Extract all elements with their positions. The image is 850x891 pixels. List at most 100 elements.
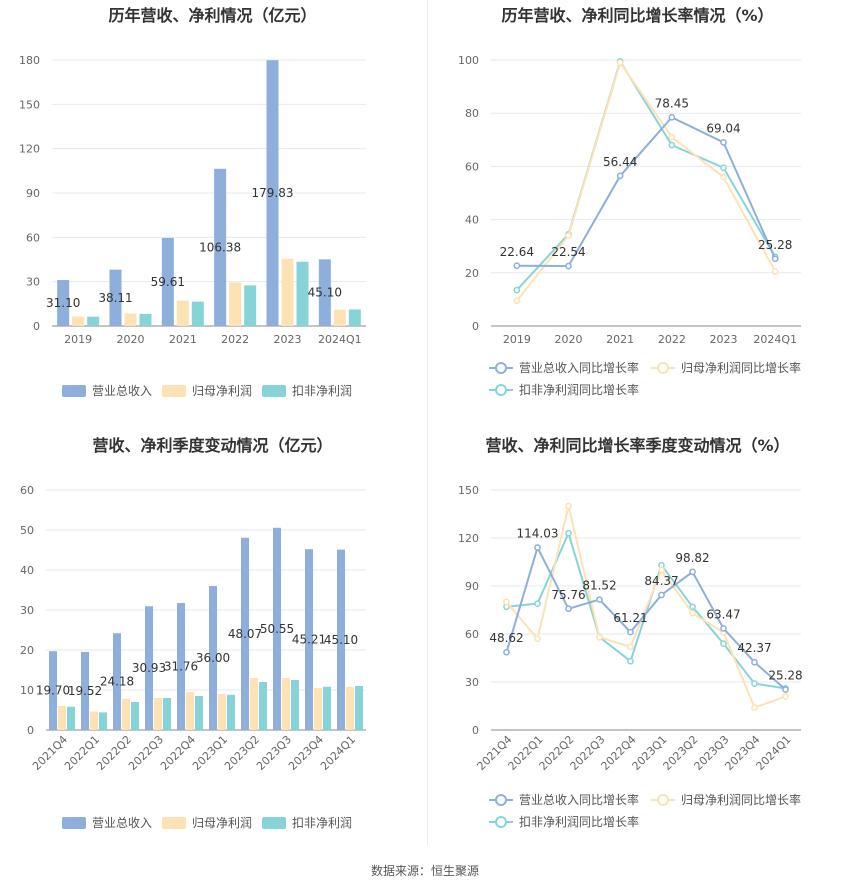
bar-扣非净利润 [99,712,107,730]
data-point [596,633,603,641]
legend-label: 归母净利润 [192,816,252,830]
bar-归母净利润 [229,282,242,326]
data-label: 19.70 [36,684,70,698]
bar-营业总收入 [241,537,249,730]
y-tick-label: 0 [33,320,40,333]
y-tick-label: 30 [26,276,40,289]
data-label: 84.37 [644,574,678,588]
data-source-note: 数据来源：恒生聚源 [370,864,479,878]
data-point [627,657,634,665]
legend-label: 归母净利润同比增长率 [681,792,801,807]
bar-归母净利润 [90,711,98,730]
legend-label: 扣非净利润 [292,384,352,398]
bar-归母净利润 [154,698,162,730]
panel-separator [427,0,428,845]
legend-swatch [262,817,286,829]
y-tick-label: 60 [465,628,479,641]
data-label: 22.54 [551,245,585,259]
bar-归母净利润 [122,698,130,730]
data-point [627,643,634,651]
legend-swatch [495,794,507,806]
y-tick-label: 180 [19,54,40,67]
bar-归母净利润 [346,686,354,730]
data-label: 48.07 [228,627,262,641]
data-point [720,640,727,647]
bar-扣非净利润 [348,309,361,326]
bar-归母净利润 [281,258,294,326]
y-tick-label: 0 [472,724,479,737]
data-point [720,173,727,181]
bar-归母净利润 [186,692,194,730]
legend-label: 归母净利润 [192,384,252,398]
bar-扣非净利润 [227,694,235,730]
bar-归母净利润 [314,688,322,730]
data-label: 45.21 [292,633,326,647]
y-tick-label: 80 [465,107,479,120]
data-label: 30.93 [132,661,166,675]
data-point [782,693,789,700]
y-tick-label: 90 [26,187,40,200]
series-line [516,116,777,268]
data-point [689,609,696,617]
data-label: 31.76 [164,659,198,673]
data-label: 81.52 [582,579,616,593]
data-point [771,255,779,263]
bar-营业总收入 [266,60,279,326]
bar-归母净利润 [124,313,137,326]
y-tick-label: 30 [20,604,34,617]
chart-svg: 0 20 40 60 80 100 2019 2020 2021 2022 2023 2024Q1 22… [458,54,801,397]
data-label: 24.18 [100,675,134,689]
bar-归母净利润 [250,678,258,730]
chart-svg: 03060901201502021Q42022Q12022Q22022Q3202… [458,484,803,829]
data-point [565,502,572,510]
legend-swatch [657,794,669,806]
bar-扣非净利润 [291,680,299,730]
bar-归母净利润 [58,706,66,730]
bar-营业总收入 [113,633,121,730]
chart-svg: 01020304050602021Q42022Q12022Q22022Q3202… [20,484,366,830]
legend-swatch [657,362,669,374]
annual-growth-chart: 历年营收、净利同比增长率情况（%） 0 20 40 60 80 100 2019 2020 20… [425,0,850,430]
bar-营业总收入 [49,651,57,730]
x-tick-label: 2020 [117,333,145,346]
data-point [616,172,624,180]
y-tick-label: 60 [20,484,34,497]
y-tick-label: 60 [465,160,479,173]
legend-label: 扣非净利润同比增长率 [519,382,639,397]
data-point [565,262,572,270]
legend-swatch [495,384,507,396]
data-point [534,544,541,551]
data-point [513,286,521,294]
y-tick-label: 20 [20,644,34,657]
data-point [751,680,758,687]
legend-swatch [62,385,86,397]
legend-swatch [162,385,186,397]
x-tick-label: 2021 [169,333,197,346]
x-tick-label: 2023 [274,333,302,346]
data-point [565,605,572,613]
x-tick-label: 2022 [221,333,249,346]
bar-营业总收入 [337,549,345,730]
data-point [720,625,727,632]
data-label: 25.28 [758,238,792,252]
y-tick-label: 100 [458,54,479,67]
legend-swatch [495,816,507,828]
data-label: 98.82 [675,551,709,565]
bar-营业总收入 [209,586,217,730]
chart-svg: 0 30 60 90 120 150 180 2019 2020 2021 2022 2023 2024… [19,54,366,398]
y-tick-label: 0 [472,320,479,333]
data-point [513,297,521,305]
data-label: 56.44 [603,155,637,169]
data-point [503,598,510,606]
data-label: 31.10 [46,296,80,310]
data-label: 25.28 [768,669,802,683]
x-tick-label: 2021 [606,333,634,346]
y-tick-label: 50 [20,524,34,537]
data-point [658,566,665,574]
data-label: 59.61 [151,275,185,289]
x-tick-label: 2023 [710,333,738,346]
x-tick-label: 2022 [658,333,686,346]
series-line [516,60,777,302]
bar-扣非净利润 [131,702,139,730]
bar-扣非净利润 [296,261,309,326]
